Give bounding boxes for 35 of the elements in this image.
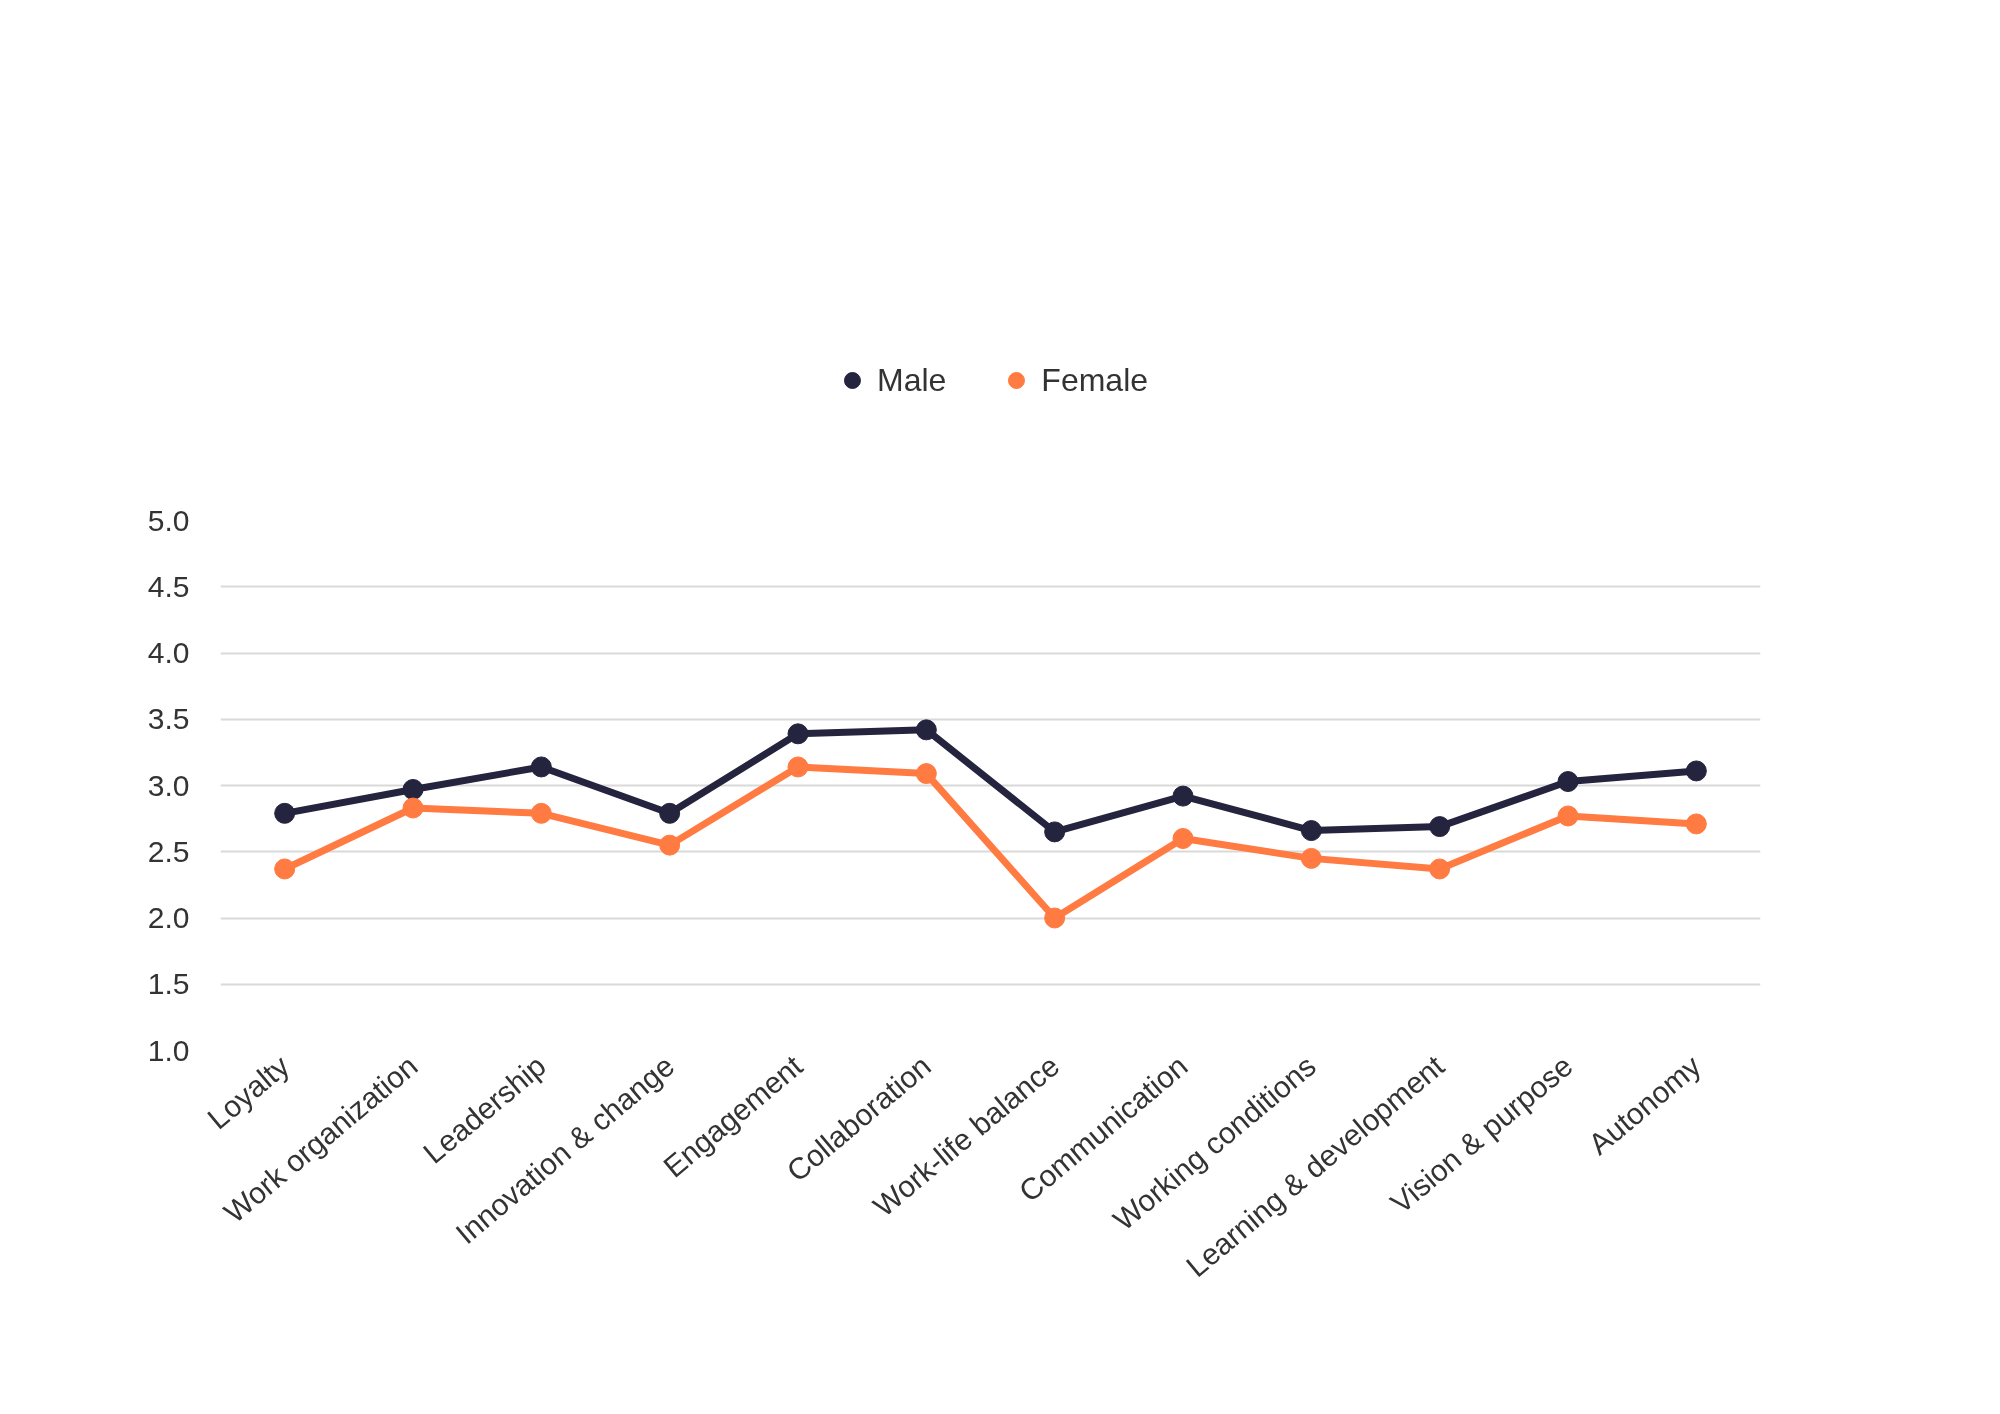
- point: [1557, 771, 1579, 793]
- point: [1044, 907, 1066, 929]
- legend-label: Female: [1041, 361, 1149, 399]
- point: [1172, 828, 1194, 849]
- point: [1685, 760, 1707, 782]
- point: [1300, 847, 1322, 869]
- point: [659, 834, 681, 856]
- y-tick-label: 4.0: [147, 636, 190, 669]
- point: [530, 802, 552, 824]
- point: [1557, 805, 1579, 827]
- point: [1685, 813, 1707, 835]
- y-tick-label: 4.5: [147, 569, 190, 603]
- point: [402, 778, 424, 800]
- y-tick-label: 1.0: [147, 1033, 190, 1067]
- point: [1300, 820, 1322, 842]
- point: [530, 756, 552, 778]
- point: [787, 756, 809, 778]
- point: [1172, 785, 1194, 807]
- point: [274, 858, 296, 880]
- point: [1044, 821, 1066, 843]
- point: [1429, 816, 1451, 838]
- point: [915, 719, 937, 741]
- y-tick-label: 5.0: [147, 503, 190, 537]
- y-tick-label: 2.0: [147, 901, 190, 934]
- point: [915, 763, 937, 785]
- point: [274, 802, 296, 824]
- point: [1429, 858, 1451, 880]
- point: [659, 802, 681, 824]
- legend-label: Male: [876, 361, 947, 399]
- y-tick-label: 1.5: [147, 967, 190, 1001]
- point: [787, 723, 809, 745]
- y-tick-label: 3.5: [147, 702, 190, 736]
- y-tick-label: 2.5: [147, 834, 190, 868]
- y-tick-label: 3.0: [147, 768, 190, 802]
- point: [402, 797, 424, 819]
